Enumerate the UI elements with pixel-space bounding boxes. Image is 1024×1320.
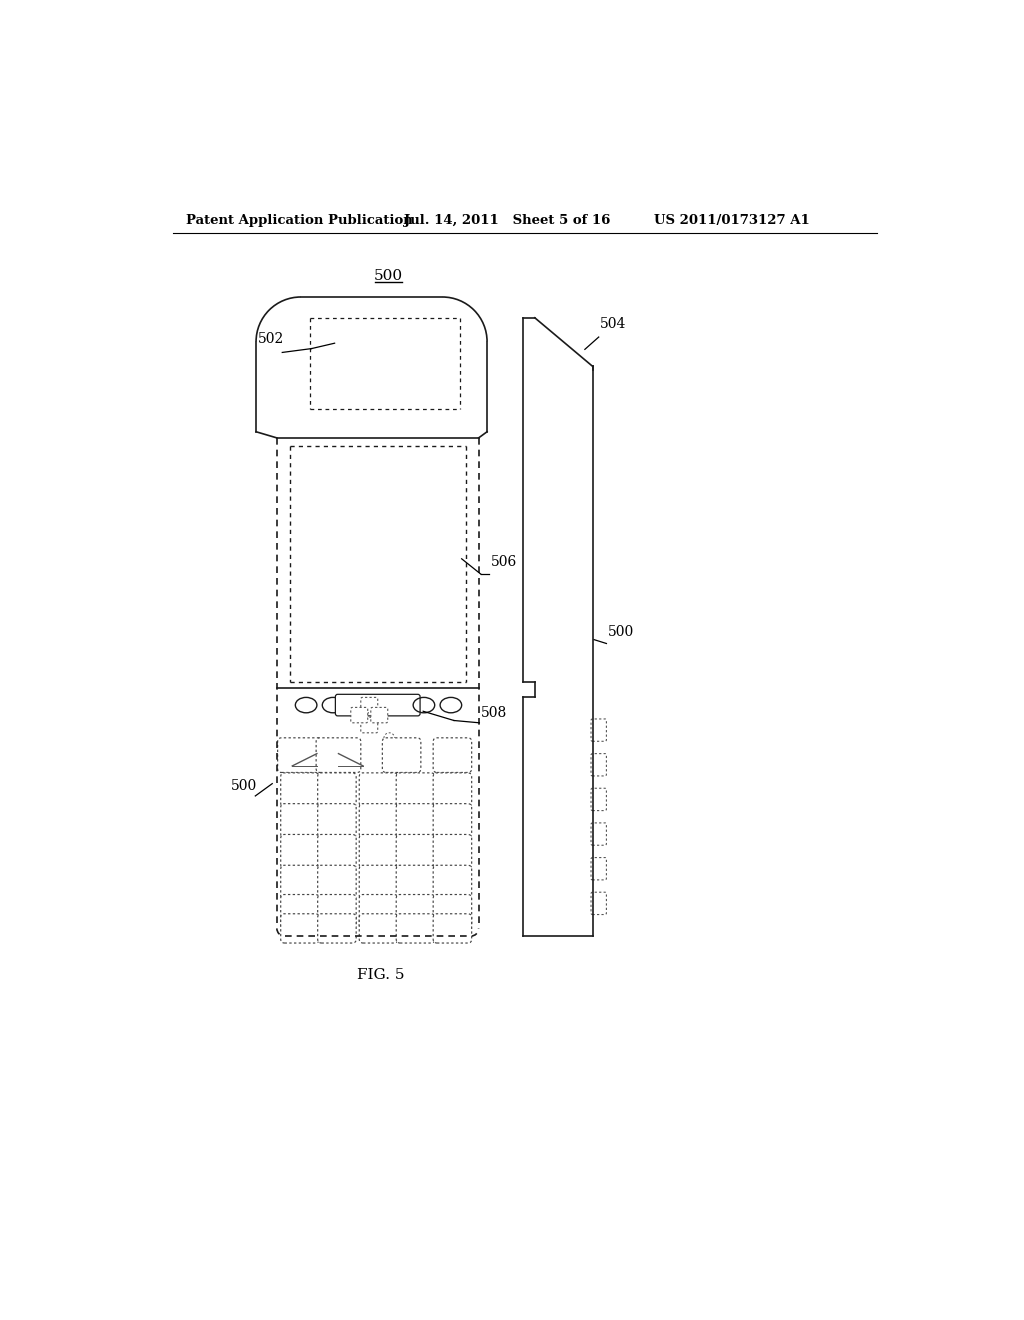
FancyBboxPatch shape (360, 718, 378, 733)
FancyBboxPatch shape (281, 866, 319, 899)
FancyBboxPatch shape (433, 913, 472, 942)
FancyBboxPatch shape (281, 895, 319, 928)
FancyBboxPatch shape (281, 913, 319, 942)
FancyBboxPatch shape (591, 719, 606, 742)
FancyBboxPatch shape (336, 694, 420, 715)
FancyBboxPatch shape (382, 738, 421, 772)
FancyBboxPatch shape (359, 834, 397, 869)
FancyBboxPatch shape (433, 804, 472, 838)
Text: US 2011/0173127 A1: US 2011/0173127 A1 (654, 214, 810, 227)
Text: 504: 504 (600, 317, 627, 331)
FancyBboxPatch shape (317, 804, 356, 838)
FancyBboxPatch shape (351, 708, 368, 723)
FancyBboxPatch shape (433, 774, 472, 807)
FancyBboxPatch shape (359, 913, 397, 942)
FancyBboxPatch shape (281, 774, 319, 807)
FancyBboxPatch shape (359, 774, 397, 807)
FancyBboxPatch shape (433, 834, 472, 869)
FancyBboxPatch shape (371, 708, 388, 723)
FancyBboxPatch shape (317, 834, 356, 869)
FancyBboxPatch shape (433, 866, 472, 899)
Text: 500: 500 (374, 269, 403, 284)
FancyBboxPatch shape (281, 834, 319, 869)
FancyBboxPatch shape (359, 804, 397, 838)
FancyBboxPatch shape (317, 913, 356, 942)
FancyBboxPatch shape (359, 895, 397, 928)
FancyBboxPatch shape (396, 895, 435, 928)
FancyBboxPatch shape (396, 774, 435, 807)
FancyBboxPatch shape (317, 866, 356, 899)
FancyBboxPatch shape (317, 895, 356, 928)
FancyBboxPatch shape (359, 866, 397, 899)
Text: 500: 500 (608, 624, 634, 639)
Text: 500: 500 (230, 779, 257, 793)
FancyBboxPatch shape (433, 895, 472, 928)
FancyBboxPatch shape (360, 697, 378, 713)
FancyBboxPatch shape (591, 754, 606, 776)
FancyBboxPatch shape (281, 804, 319, 838)
Text: 502: 502 (258, 333, 284, 346)
FancyBboxPatch shape (317, 774, 356, 807)
FancyBboxPatch shape (278, 738, 323, 772)
FancyBboxPatch shape (316, 738, 360, 772)
Text: Jul. 14, 2011   Sheet 5 of 16: Jul. 14, 2011 Sheet 5 of 16 (403, 214, 610, 227)
Text: FIG. 5: FIG. 5 (357, 968, 404, 982)
Text: 506: 506 (490, 556, 517, 569)
FancyBboxPatch shape (396, 834, 435, 869)
FancyBboxPatch shape (396, 866, 435, 899)
FancyBboxPatch shape (396, 804, 435, 838)
Text: Patent Application Publication: Patent Application Publication (186, 214, 413, 227)
FancyBboxPatch shape (591, 892, 606, 915)
FancyBboxPatch shape (433, 738, 472, 772)
FancyBboxPatch shape (591, 788, 606, 810)
FancyBboxPatch shape (396, 913, 435, 942)
FancyBboxPatch shape (591, 858, 606, 880)
FancyBboxPatch shape (591, 822, 606, 845)
Text: 508: 508 (481, 706, 507, 719)
